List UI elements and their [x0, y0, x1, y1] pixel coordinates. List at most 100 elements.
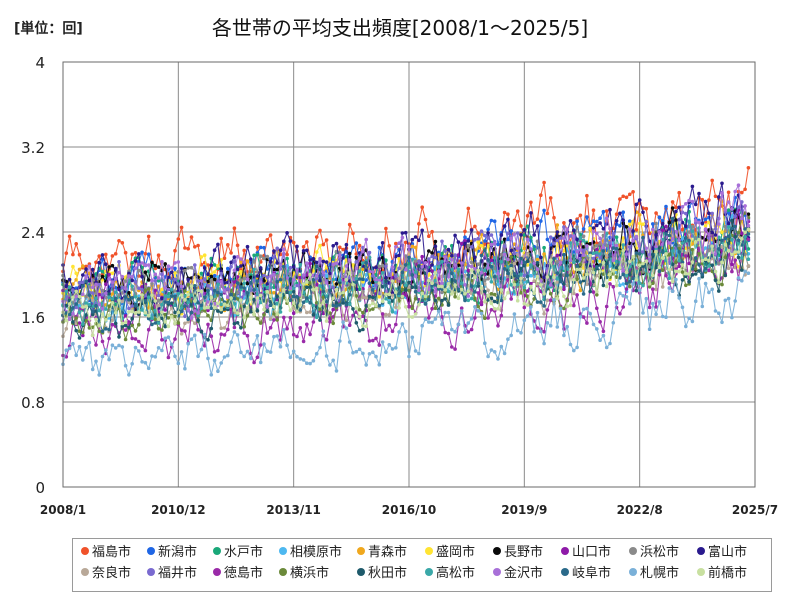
- data-point: [506, 290, 510, 295]
- data-point: [206, 313, 210, 318]
- data-point: [173, 310, 177, 315]
- data-point: [651, 281, 655, 286]
- data-point: [634, 278, 639, 282]
- data-point: [357, 314, 362, 319]
- data-point: [67, 285, 72, 289]
- legend-item: 秋田市: [357, 565, 407, 581]
- data-point: [595, 327, 599, 331]
- data-point: [604, 216, 609, 221]
- data-point: [588, 289, 592, 294]
- data-point: [726, 208, 731, 212]
- legend-marker: [493, 547, 501, 555]
- data-point: [581, 245, 586, 249]
- data-point: [611, 284, 616, 289]
- legend-item: 横浜市: [279, 565, 329, 581]
- data-point: [150, 322, 154, 327]
- data-point: [690, 273, 695, 277]
- data-point: [189, 337, 194, 342]
- data-point: [272, 312, 276, 316]
- data-point: [575, 219, 579, 223]
- data-point: [483, 262, 487, 267]
- data-point: [581, 307, 586, 312]
- data-point: [624, 287, 629, 291]
- data-point: [81, 280, 85, 285]
- data-point: [535, 267, 540, 272]
- data-point: [400, 287, 405, 292]
- data-point: [677, 217, 681, 222]
- data-point: [466, 289, 471, 294]
- data-point: [282, 247, 286, 251]
- data-point: [614, 235, 619, 239]
- data-point: [153, 266, 158, 271]
- data-point: [690, 267, 695, 271]
- data-point: [427, 316, 431, 320]
- data-point: [291, 294, 296, 299]
- data-point: [519, 266, 523, 271]
- data-point: [532, 330, 536, 334]
- legend-marker: [425, 547, 433, 555]
- data-point: [717, 261, 721, 266]
- data-point: [364, 363, 369, 367]
- data-point: [548, 258, 553, 263]
- data-point: [720, 320, 724, 325]
- data-point: [407, 304, 411, 309]
- data-point: [117, 298, 121, 303]
- data-point: [90, 312, 95, 317]
- data-point: [357, 297, 362, 302]
- data-point: [693, 202, 698, 207]
- data-point: [654, 249, 658, 254]
- data-point: [311, 359, 316, 363]
- data-point: [512, 251, 517, 256]
- data-point: [150, 281, 154, 286]
- data-point: [529, 211, 533, 215]
- data-point: [199, 279, 204, 283]
- data-point: [130, 296, 134, 300]
- data-point: [565, 324, 569, 329]
- data-point: [153, 321, 158, 325]
- data-point: [657, 273, 662, 277]
- data-point: [387, 292, 392, 297]
- legend-label: 水戸市: [224, 544, 263, 560]
- data-point: [186, 320, 190, 324]
- data-point: [525, 303, 530, 307]
- data-point: [351, 307, 355, 311]
- data-point: [127, 271, 131, 276]
- data-point: [252, 253, 256, 258]
- data-point: [314, 235, 319, 239]
- legend-marker: [213, 547, 221, 555]
- data-point: [479, 311, 484, 316]
- data-point: [258, 293, 263, 298]
- data-point: [700, 197, 705, 202]
- data-point: [84, 301, 88, 305]
- data-point: [687, 261, 691, 266]
- data-point: [562, 225, 566, 229]
- data-point: [361, 284, 365, 289]
- data-point: [660, 268, 665, 273]
- data-point: [489, 301, 494, 306]
- data-point: [423, 261, 428, 265]
- data-point: [331, 285, 336, 290]
- data-point: [67, 317, 72, 322]
- data-point: [239, 278, 243, 282]
- data-point: [285, 231, 289, 235]
- data-point: [387, 273, 392, 278]
- data-point: [654, 221, 658, 226]
- data-point: [146, 314, 151, 318]
- data-point: [298, 262, 303, 267]
- data-point: [133, 259, 138, 263]
- data-point: [314, 286, 319, 291]
- data-point: [479, 300, 484, 305]
- data-point: [262, 245, 266, 250]
- data-point: [249, 309, 253, 314]
- data-point: [657, 230, 662, 234]
- legend-item: 新潟市: [147, 544, 197, 560]
- data-point: [212, 273, 217, 278]
- data-point: [473, 266, 477, 271]
- data-point: [506, 217, 510, 222]
- legend-label: 盛岡市: [436, 544, 475, 560]
- data-point: [483, 239, 487, 243]
- data-point: [473, 305, 477, 309]
- data-point: [100, 295, 105, 300]
- data-point: [463, 235, 467, 239]
- data-point: [84, 313, 88, 317]
